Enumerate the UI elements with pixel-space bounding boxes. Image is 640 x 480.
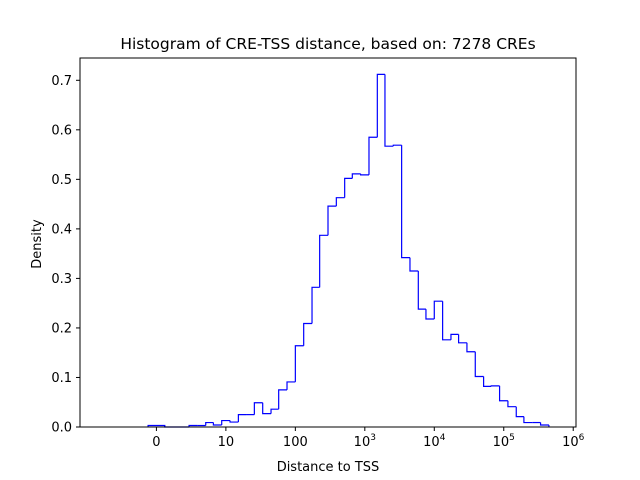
- histogram-bar: [515, 406, 524, 418]
- histogram-bar: [409, 257, 419, 272]
- histogram-bar: [303, 322, 313, 346]
- histogram-bar: [466, 342, 476, 353]
- y-axis-ticks: 0.0 0.1 0.2 0.3 0.4 0.5 0.6 0.7: [51, 74, 80, 436]
- histogram-bar: [237, 414, 247, 423]
- histogram-bar: [278, 389, 288, 410]
- histogram-bar: [229, 420, 239, 423]
- y-tick-label: 0.4: [51, 222, 72, 237]
- histogram-bar: [376, 73, 385, 138]
- y-tick-label: 0.7: [51, 74, 72, 89]
- x-tick-label: 10: [218, 435, 235, 450]
- y-axis-label: Density: [30, 219, 45, 269]
- y-tick-label: 0.3: [51, 272, 72, 287]
- axes-frame: [79, 57, 577, 428]
- y-tick-label: 0.6: [51, 123, 72, 138]
- histogram-bar: [262, 402, 272, 415]
- histogram-bar: [507, 400, 517, 408]
- histogram-bar: [474, 351, 484, 378]
- histogram-bar: [457, 334, 467, 344]
- histogram-bar: [539, 422, 549, 426]
- x-axis-label: Distance to TSS: [277, 460, 380, 475]
- histogram-bar: [311, 286, 320, 324]
- histogram-bar: [351, 173, 361, 179]
- histogram-bar: [450, 333, 459, 340]
- histogram-bar: [433, 300, 443, 320]
- histogram-bar: [212, 422, 222, 426]
- histogram-bar: [417, 270, 426, 310]
- histogram-bar: [384, 74, 394, 147]
- histogram-bar: [498, 385, 508, 402]
- x-tick-label: 100: [283, 435, 308, 450]
- histogram-bar: [221, 419, 231, 426]
- histogram-bar: [335, 197, 345, 207]
- histogram-bar: [425, 309, 435, 320]
- chart-title: Histogram of CRE-TSS distance, based on:…: [120, 35, 535, 53]
- histogram-bar: [270, 408, 279, 414]
- x-tick-label: 0: [152, 435, 160, 450]
- histogram-bar: [392, 144, 402, 147]
- histogram-bar: [368, 136, 378, 175]
- histogram-bar: [294, 345, 304, 382]
- histogram-bar: [253, 402, 263, 415]
- histogram-bar: [401, 145, 410, 259]
- histogram-bar: [327, 205, 337, 236]
- histogram-bar: [523, 416, 533, 424]
- histogram-bar: [286, 381, 296, 390]
- histogram-bar: [483, 376, 492, 387]
- histogram-bar: [205, 421, 214, 426]
- histogram-bar: [360, 173, 369, 176]
- y-tick-label: 0.0: [51, 421, 72, 436]
- histogram-bar: [344, 177, 353, 198]
- histogram-bar: [442, 301, 451, 341]
- y-tick-label: 0.5: [51, 173, 72, 188]
- plot-area: [79, 57, 577, 428]
- histogram-bar: [319, 234, 328, 288]
- y-tick-label: 0.2: [51, 321, 72, 336]
- y-tick-label: 0.1: [51, 371, 72, 386]
